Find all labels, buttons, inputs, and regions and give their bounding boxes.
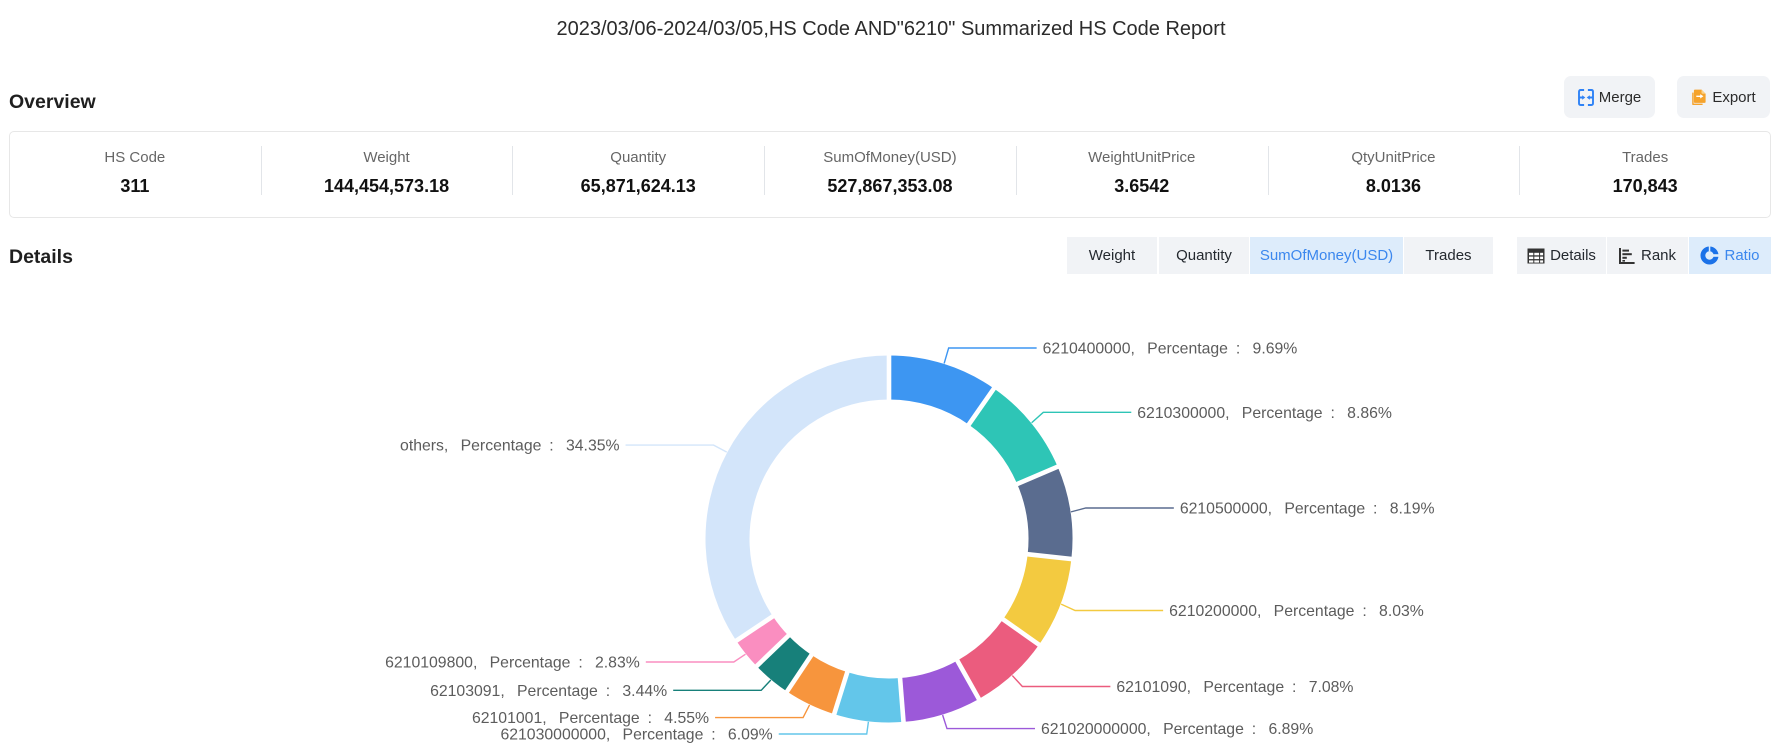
svg-text:62103091, Percentage : 3.44%: 62103091, Percentage : 3.44% [430, 683, 667, 700]
svg-text:6210400000, Percentage : 9.6: 6210400000, Percentage : 9.69% [1043, 341, 1298, 358]
svg-text:6210500000, Percentage : 8.1: 6210500000, Percentage : 8.19% [1180, 501, 1435, 518]
svg-text:6210200000, Percentage : 8.0: 6210200000, Percentage : 8.03% [1169, 603, 1424, 620]
svg-text:others, Percentage : 34.35%: others, Percentage : 34.35% [400, 438, 620, 455]
svg-text:62101001, Percentage : 4.55%: 62101001, Percentage : 4.55% [472, 710, 709, 727]
svg-text:6210109800, Percentage : 2.8: 6210109800, Percentage : 2.83% [385, 655, 640, 672]
svg-text:621020000000, Percentage : 6: 621020000000, Percentage : 6.89% [1041, 721, 1313, 738]
svg-text:62101090, Percentage : 7.08%: 62101090, Percentage : 7.08% [1116, 679, 1353, 696]
svg-text:6210300000, Percentage : 8.8: 6210300000, Percentage : 8.86% [1137, 405, 1392, 422]
svg-text:621030000000, Percentage : 6: 621030000000, Percentage : 6.09% [500, 727, 772, 744]
